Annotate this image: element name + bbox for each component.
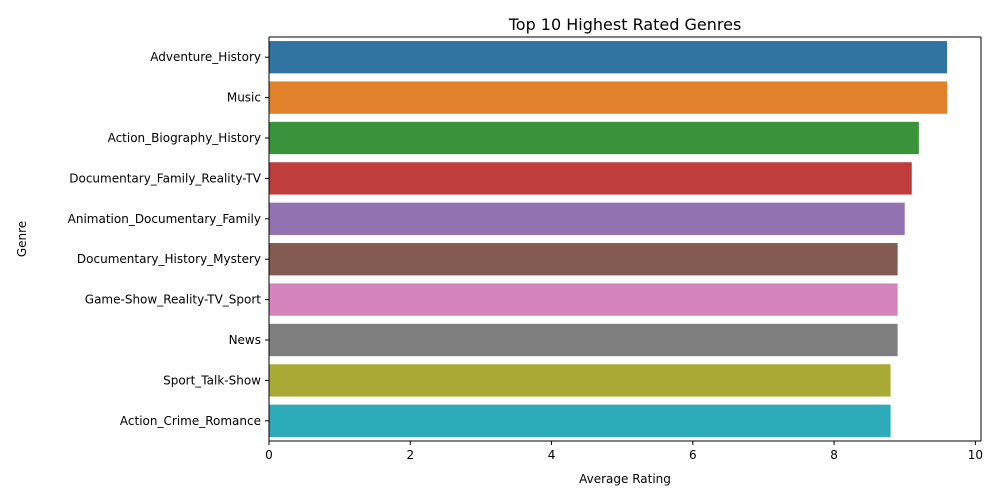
x-axis-label: Average Rating xyxy=(579,472,671,486)
bar xyxy=(269,81,948,114)
x-tick-label: 10 xyxy=(968,448,983,462)
y-axis-label: Genre xyxy=(15,221,29,257)
y-tick-label: Documentary_History_Mystery xyxy=(77,252,261,266)
bar xyxy=(269,364,891,397)
y-tick-label: Sport_Talk-Show xyxy=(163,373,261,387)
y-tick-label: Action_Crime_Romance xyxy=(120,414,261,428)
x-tick-label: 6 xyxy=(689,448,697,462)
bar xyxy=(269,202,905,235)
y-tick-label: News xyxy=(229,333,261,347)
y-tick-label: Music xyxy=(227,91,261,105)
x-tick-label: 0 xyxy=(265,448,273,462)
x-tick-label: 8 xyxy=(830,448,838,462)
y-tick-label: Adventure_History xyxy=(150,50,261,64)
axes-layer xyxy=(268,36,982,442)
x-ticks: 0 2 4 6 8 10 xyxy=(265,441,983,462)
x-tick-label: 4 xyxy=(548,448,556,462)
y-tick-label: Action_Biography_History xyxy=(108,131,261,145)
bar xyxy=(269,121,919,155)
bar xyxy=(269,243,898,276)
y-ticks: Adventure_History Music Action_Biography_H… xyxy=(68,50,269,428)
y-tick-label: Documentary_Family_Reality-TV xyxy=(69,171,262,185)
y-tick-label: Game-Show_Reality-TV_Sport xyxy=(85,293,262,307)
bar xyxy=(269,162,912,195)
bar xyxy=(269,283,898,316)
bar xyxy=(269,323,898,357)
bar xyxy=(269,41,948,74)
bar xyxy=(269,404,891,437)
y-tick-label: Animation_Documentary_Family xyxy=(68,212,261,226)
chart-title: Top 10 Highest Rated Genres xyxy=(508,15,742,34)
x-tick-label: 2 xyxy=(406,448,414,462)
bars-layer xyxy=(269,41,948,437)
